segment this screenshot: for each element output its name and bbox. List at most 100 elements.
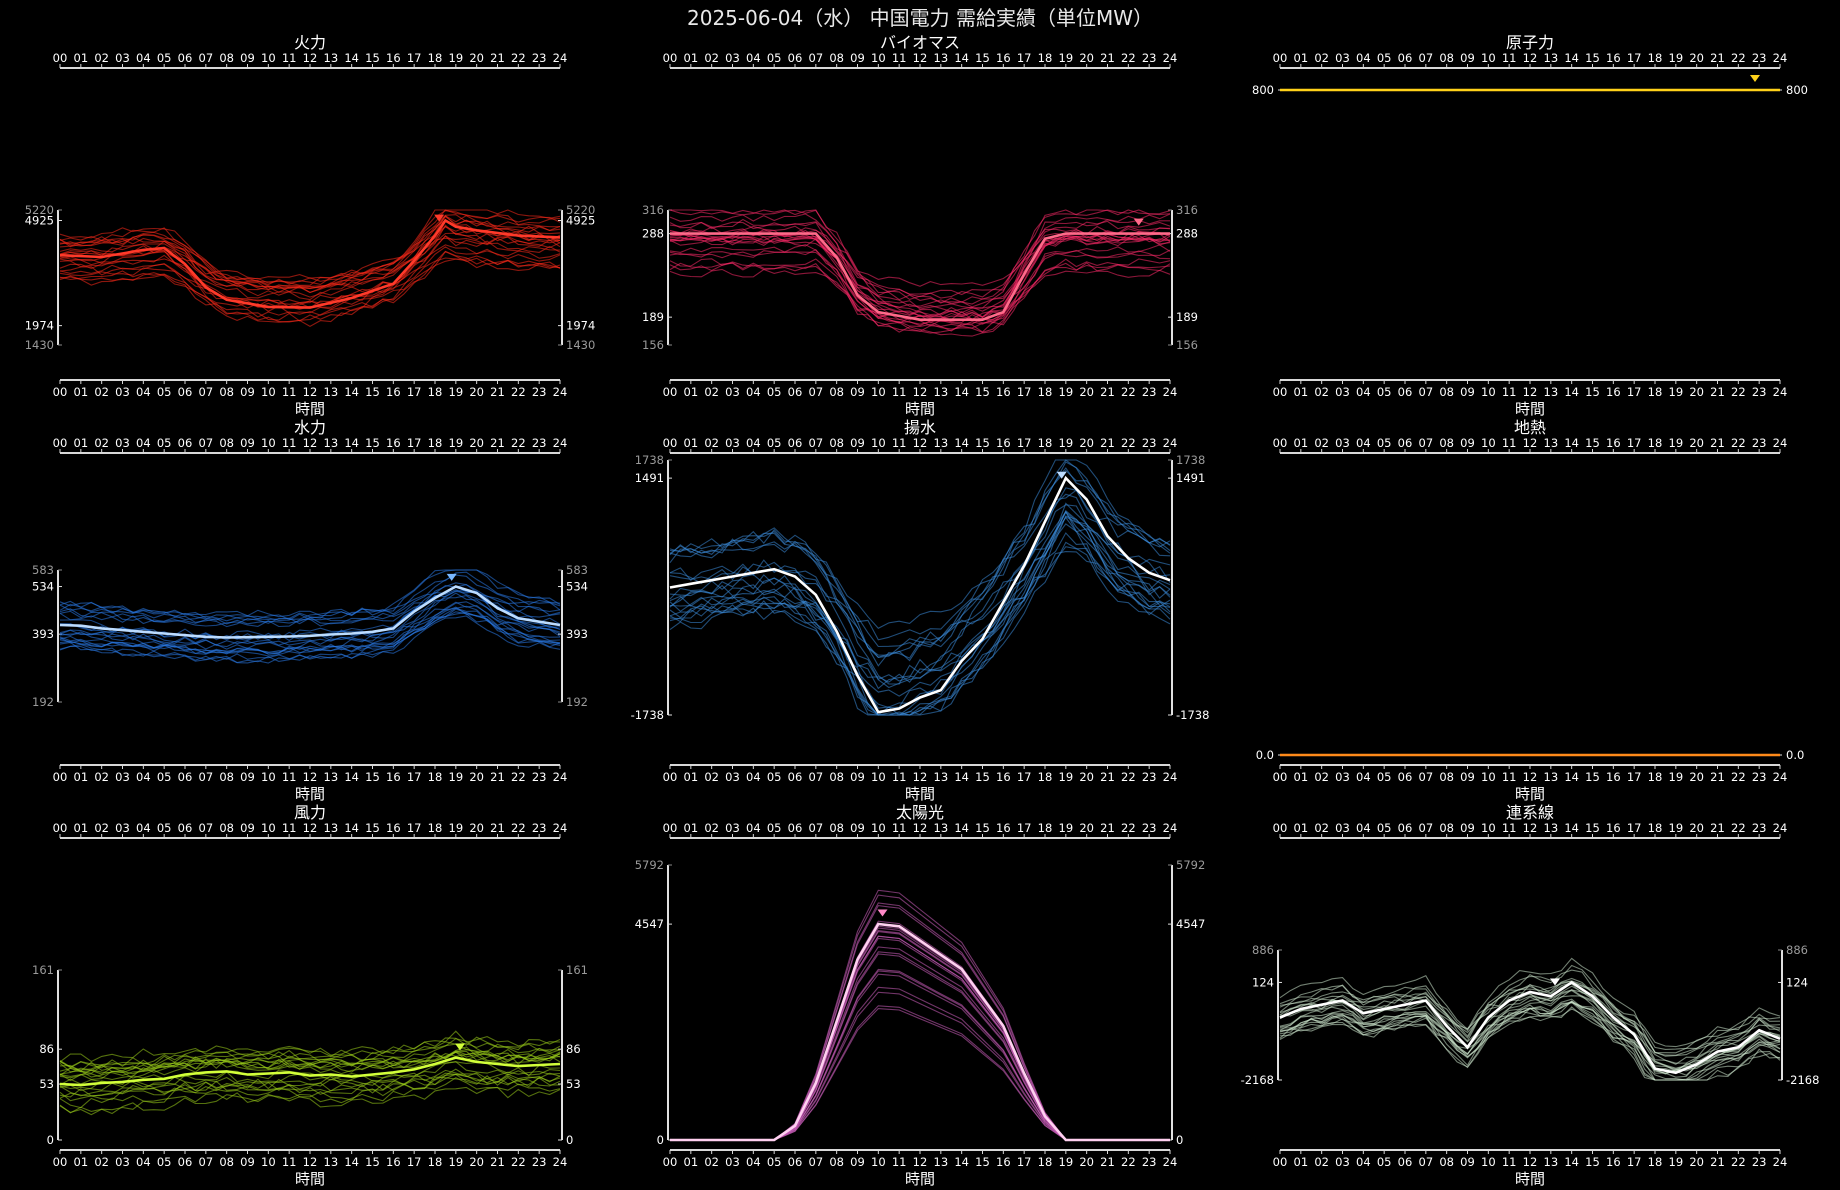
- x-tick-label: 03: [115, 1155, 130, 1169]
- x-tick-label: 22: [1121, 436, 1136, 450]
- x-tick-label: 18: [1648, 385, 1663, 399]
- x-tick-label: 07: [199, 770, 214, 784]
- history-trace: [1279, 985, 1781, 1072]
- x-tick-label: 06: [788, 51, 803, 65]
- x-tick-label: 24: [553, 436, 568, 450]
- x-tick-label: 12: [913, 821, 928, 835]
- history-trace: [670, 986, 1170, 1141]
- x-tick-label: 06: [1398, 1155, 1413, 1169]
- x-tick-label: 20: [1079, 1155, 1094, 1169]
- x-tick-label: 14: [344, 1155, 359, 1169]
- x-tick-label: 22: [511, 821, 526, 835]
- x-tick-label: 21: [1710, 436, 1725, 450]
- y-tick-label: 4925: [25, 214, 54, 228]
- history-trace: [1279, 969, 1780, 1069]
- x-axis-label: 時間: [1515, 785, 1545, 803]
- x-tick-label: 18: [428, 770, 443, 784]
- y-tick-label: 1974: [25, 319, 54, 333]
- peak-marker: [1056, 471, 1067, 479]
- history-trace: [670, 927, 1170, 1141]
- x-tick-label: 11: [892, 436, 907, 450]
- y-tick-label: 0.0: [1256, 748, 1274, 762]
- x-tick-label: 19: [449, 1155, 464, 1169]
- history-trace: [59, 601, 561, 657]
- x-tick-label: 00: [663, 1155, 678, 1169]
- x-tick-label: 02: [94, 436, 109, 450]
- x-axis-label: 時間: [1515, 400, 1545, 418]
- x-tick-label: 07: [1419, 1155, 1434, 1169]
- peak-marker: [455, 1043, 465, 1051]
- x-tick-label: 23: [532, 436, 547, 450]
- x-tick-label: 09: [240, 385, 255, 399]
- x-tick-label: 22: [1731, 385, 1746, 399]
- x-tick-label: 17: [1017, 436, 1032, 450]
- x-tick-label: 01: [74, 385, 89, 399]
- x-tick-label: 09: [850, 821, 865, 835]
- x-tick-label: 24: [1163, 1155, 1178, 1169]
- x-tick-label: 15: [975, 436, 990, 450]
- x-tick-label: 05: [1377, 821, 1392, 835]
- x-tick-label: 23: [1752, 385, 1767, 399]
- x-tick-label: 07: [199, 385, 214, 399]
- peak-marker: [446, 573, 457, 581]
- x-tick-label: 13: [324, 821, 339, 835]
- x-tick-label: 19: [449, 51, 464, 65]
- x-tick-label: 18: [428, 51, 443, 65]
- x-tick-label: 12: [303, 385, 318, 399]
- x-tick-label: 00: [53, 821, 68, 835]
- x-tick-label: 16: [1606, 821, 1621, 835]
- x-axis-label: 時間: [295, 785, 325, 803]
- x-tick-label: 08: [219, 821, 234, 835]
- x-tick-label: 15: [365, 385, 380, 399]
- peak-marker: [1133, 218, 1144, 226]
- x-tick-label: 14: [344, 385, 359, 399]
- x-tick-label: 16: [996, 436, 1011, 450]
- x-tick-label: 23: [1142, 51, 1157, 65]
- x-tick-label: 19: [1059, 821, 1074, 835]
- y-tick-label: 1974: [566, 319, 595, 333]
- history-trace: [669, 268, 1171, 327]
- x-tick-label: 06: [1398, 770, 1413, 784]
- x-tick-label: 16: [1606, 385, 1621, 399]
- x-tick-label: 19: [1669, 385, 1684, 399]
- x-tick-label: 10: [261, 385, 276, 399]
- x-tick-label: 04: [136, 51, 151, 65]
- x-tick-label: 13: [934, 385, 949, 399]
- x-tick-label: 22: [1731, 51, 1746, 65]
- x-tick-label: 02: [1314, 436, 1329, 450]
- history-trace: [59, 601, 561, 654]
- history-trace: [669, 213, 1171, 321]
- page-title: 2025-06-04（水） 中国電力 需給実績（単位MW）: [687, 6, 1153, 30]
- x-tick-label: 12: [303, 51, 318, 65]
- history-trace: [670, 970, 1170, 1141]
- x-tick-label: 07: [199, 821, 214, 835]
- x-tick-label: 15: [975, 385, 990, 399]
- x-tick-label: 05: [157, 51, 172, 65]
- history-trace: [669, 511, 1171, 716]
- x-tick-label: 14: [1564, 1155, 1579, 1169]
- x-tick-label: 00: [663, 770, 678, 784]
- x-tick-label: 05: [1377, 770, 1392, 784]
- x-tick-label: 18: [1648, 1155, 1663, 1169]
- history-trace: [59, 582, 561, 625]
- x-tick-label: 19: [1059, 1155, 1074, 1169]
- x-tick-label: 22: [1731, 436, 1746, 450]
- x-tick-label: 01: [74, 51, 89, 65]
- x-tick-label: 19: [1059, 385, 1074, 399]
- panel-title: 原子力: [1506, 33, 1554, 52]
- x-tick-label: 15: [975, 51, 990, 65]
- x-tick-label: 23: [1752, 1155, 1767, 1169]
- x-tick-label: 24: [1163, 770, 1178, 784]
- y-tick-label: 0: [657, 1133, 664, 1147]
- x-tick-label: 15: [975, 821, 990, 835]
- history-trace: [669, 516, 1171, 697]
- x-tick-label: 13: [934, 51, 949, 65]
- x-tick-label: 17: [407, 770, 422, 784]
- x-tick-label: 12: [1523, 385, 1538, 399]
- y-tick-label: 0: [1176, 1133, 1183, 1147]
- x-tick-label: 20: [469, 51, 484, 65]
- x-tick-label: 22: [511, 385, 526, 399]
- x-tick-label: 16: [386, 436, 401, 450]
